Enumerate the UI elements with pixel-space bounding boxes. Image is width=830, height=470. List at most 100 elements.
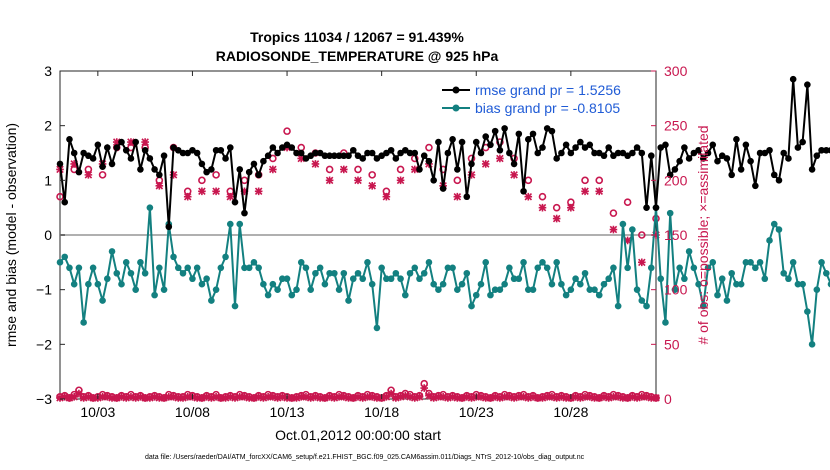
obs-assimilated-point [585, 393, 594, 401]
bias-point [170, 253, 177, 261]
obs-assimilated-point [235, 393, 244, 401]
obs-assimilated-point [127, 393, 135, 401]
obs-assimilated-point [302, 393, 310, 401]
bias-point [184, 264, 192, 272]
bias-point [662, 319, 669, 326]
bias-point [709, 259, 717, 266]
rmse-point [510, 160, 518, 168]
obs-possible-point [609, 209, 618, 217]
obs-assimilated-point [481, 160, 490, 168]
bias-point [539, 259, 546, 266]
bias-point [179, 269, 187, 277]
obs-assimilated-point [306, 394, 315, 402]
obs-assimilated-point [396, 393, 405, 401]
rmse-point [425, 157, 433, 165]
x-tick-label: 10/03 [80, 404, 115, 420]
bias-point [113, 269, 121, 277]
rmse-point [482, 133, 490, 140]
obs-possible-point [623, 198, 632, 206]
bias-point [600, 280, 608, 288]
obs-possible-point [638, 231, 646, 239]
obs-assimilated-point [198, 394, 206, 402]
y-axis-label: rmse and bias (model - observation) [3, 123, 19, 347]
rmse-point [312, 149, 319, 157]
bias-point [789, 259, 797, 266]
obs-assimilated-point [75, 389, 83, 398]
bias-point [515, 275, 523, 283]
obs-assimilated-point [278, 393, 287, 401]
bias-point [742, 259, 750, 266]
bias-point [666, 209, 674, 217]
rmse-point [827, 147, 830, 154]
rmse-point [468, 160, 475, 168]
obs-assimilated-point [552, 214, 561, 223]
bias-point [122, 259, 130, 266]
rmse-point [260, 157, 267, 165]
bias-point [700, 302, 707, 310]
bias-point [524, 286, 532, 293]
bias-point [274, 286, 281, 293]
obs-assimilated-point [368, 393, 376, 401]
bias-point [383, 275, 390, 283]
obs-assimilated-point [571, 393, 580, 401]
rmse-point [137, 166, 144, 173]
x-tick-label: 10/18 [364, 404, 399, 420]
rmse-point [269, 144, 277, 151]
y-right-tick-label: 150 [664, 227, 688, 243]
bias-point [624, 264, 631, 272]
rmse-point [364, 149, 371, 157]
bias-point [345, 297, 352, 304]
rmse-point [662, 141, 669, 149]
rmse-point [61, 198, 69, 206]
bias-point [198, 280, 206, 288]
obs-assimilated-point [552, 394, 561, 402]
obs-possible-point [354, 165, 362, 174]
obs-assimilated-point [122, 394, 131, 402]
rmse-point [113, 144, 121, 151]
obs-assimilated-point [396, 176, 405, 185]
y-axis-right: 0 50 100 150 200 250 300 [651, 63, 688, 407]
bias-point [595, 291, 603, 299]
obs-assimilated-point [335, 393, 343, 401]
x-tick-label: 10/23 [459, 404, 494, 420]
bias-point [104, 275, 111, 283]
rmse-point [737, 166, 745, 173]
bias-point [354, 269, 362, 277]
rmse-point [666, 171, 674, 179]
obs-assimilated-point [363, 393, 372, 401]
rmse-point [818, 146, 825, 154]
rmse-point [236, 166, 244, 173]
plot-area [56, 70, 830, 402]
bias-point [619, 220, 627, 228]
chart-title: Tropics 11034 / 12067 = 91.439% [250, 29, 464, 45]
bias-point [808, 341, 816, 348]
obs-assimilated-point [595, 187, 604, 196]
bias-point [799, 280, 806, 288]
bias-point [349, 275, 357, 283]
bias-point [534, 264, 542, 272]
obs-assimilated-point [273, 394, 282, 402]
obs-assimilated-point [349, 394, 358, 402]
x-tick-label: 10/08 [175, 404, 210, 420]
obs-assimilated-point [538, 203, 547, 212]
bias-series-points [56, 204, 830, 348]
bias-point [813, 286, 821, 293]
bias-point [236, 220, 244, 228]
obs-assimilated-point [467, 171, 476, 179]
rmse-point [222, 155, 229, 162]
rmse-series-points [56, 75, 830, 231]
rmse-point [208, 166, 215, 173]
obs-assimilated-point [600, 393, 608, 401]
obs-assimilated-series [56, 384, 660, 402]
rmse-point [671, 166, 679, 173]
rmse-point [501, 125, 508, 132]
bias-point [108, 248, 116, 255]
bias-point [70, 280, 78, 288]
bias-point [766, 237, 773, 244]
bias-point [132, 286, 139, 293]
bias-point [226, 220, 234, 228]
bias-point [756, 259, 764, 266]
bias-point [255, 264, 262, 272]
rmse-point [577, 138, 584, 146]
